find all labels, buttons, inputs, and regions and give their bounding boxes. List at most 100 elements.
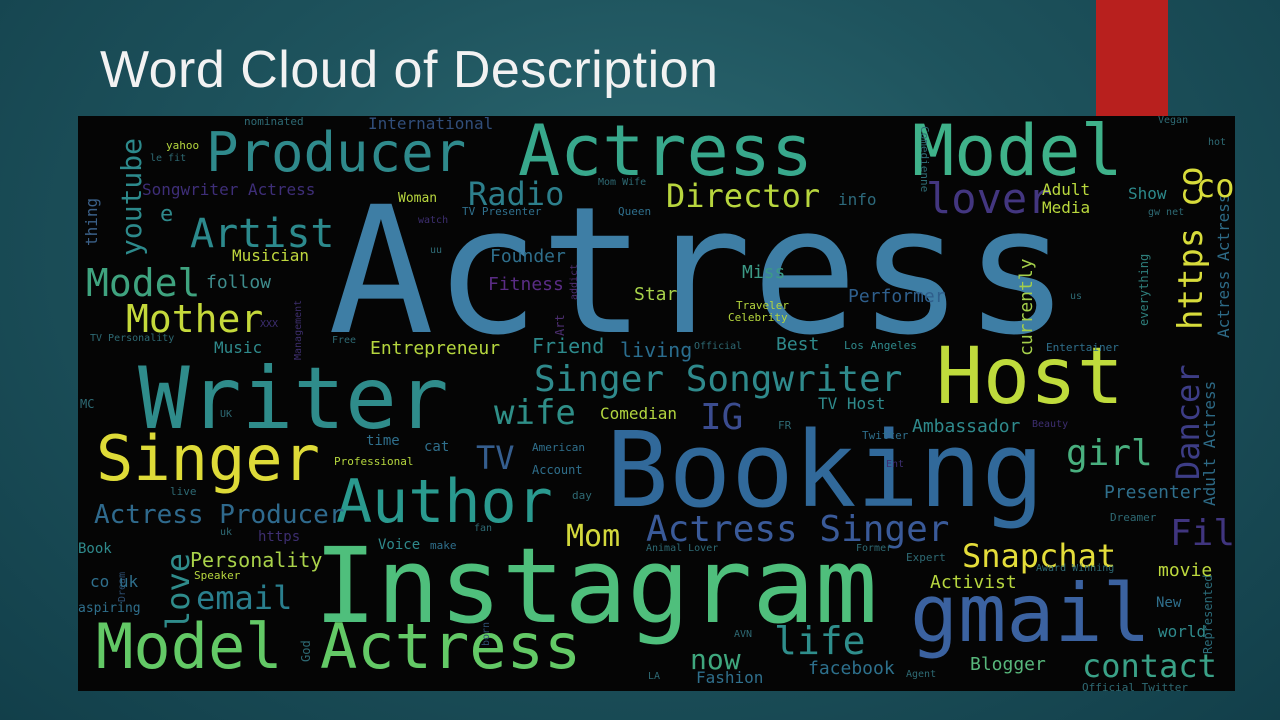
word-musician: Musician (232, 246, 310, 265)
word-cloud: Actress Booking Instagram Writer Host Si… (78, 116, 1235, 691)
word-songwriter-actress: Songwriter Actress (142, 180, 316, 199)
word-actress-top: Actress (518, 116, 814, 192)
word-tv-presenter: TV Presenter (462, 205, 542, 218)
word-activist: Activist (930, 572, 1017, 593)
word-uu: uu (430, 245, 443, 256)
word-account: Account (532, 463, 583, 477)
word-best: Best (776, 334, 820, 355)
word-traveler: Traveler (736, 299, 789, 312)
word-everything: everything (1137, 253, 1151, 326)
word-actress-large: Actress (328, 169, 1070, 374)
word-love: love (159, 552, 197, 630)
word-artist: Artist (190, 211, 335, 257)
word-expert: Expert (906, 551, 946, 564)
word-founder: Founder (490, 246, 566, 267)
word-now: now (690, 643, 741, 676)
word-fashion: Fashion (696, 668, 764, 687)
word-fan: fan (474, 523, 493, 534)
word-ent: Ent (886, 459, 905, 470)
word-director: Director (666, 177, 821, 215)
word-fr: FR (778, 419, 792, 432)
word-yahoo: yahoo (166, 139, 200, 152)
word-former: Former (856, 543, 893, 554)
word-life: life (774, 619, 866, 663)
word-entertainer: Entertainer (1046, 341, 1119, 354)
word-speaker: Speaker (194, 569, 241, 582)
word-day: day (572, 489, 592, 502)
word-model-actress: Model Actress (96, 610, 582, 683)
word-time: time (366, 433, 400, 449)
word-xxx: XXX (260, 319, 279, 330)
word-represented: Represented (1201, 574, 1215, 654)
word-dreamer: Dreamer (1110, 511, 1157, 524)
word-snapchat: Snapchat (962, 537, 1117, 575)
word-hot: hot (1208, 137, 1227, 148)
word-email: email (196, 579, 293, 617)
word-writer: Writer (138, 349, 449, 449)
word-celebrity: Celebrity (728, 311, 788, 324)
word-tv: TV (476, 439, 515, 477)
word-singer: Singer (96, 422, 320, 495)
word-avn: AVN (734, 629, 753, 640)
word-personality: Personality (190, 548, 323, 572)
word-media: Media (1042, 198, 1091, 217)
word-thing: thing (82, 197, 101, 246)
word-facebook: facebook (808, 658, 895, 679)
word-mother: Mother (126, 297, 264, 341)
word-friend: Friend (532, 334, 605, 358)
word-ambassador: Ambassador (912, 416, 1021, 437)
word-uk-small: uk (220, 527, 233, 538)
word-movie: movie (1158, 560, 1213, 581)
word-god: God (299, 640, 313, 662)
word-currently: currently (1016, 258, 1037, 356)
word-radio: Radio (468, 175, 565, 213)
word-la: LA (648, 671, 661, 682)
word-co-uk: co uk (90, 572, 139, 591)
word-woman: Woman (398, 191, 438, 206)
slide-title: Word Cloud of Description (100, 41, 719, 99)
word-book: Book (78, 541, 112, 557)
word-show: Show (1128, 184, 1167, 203)
word-make: make (430, 539, 457, 552)
word-actress-actress-v: Actress Actress (1214, 193, 1233, 339)
word-professional: Professional (334, 455, 414, 468)
word-contact: contact (1082, 647, 1217, 685)
word-los-angeles: Los Angeles (844, 339, 917, 352)
word-official: Official (694, 341, 743, 352)
word-instagram: Instagram (314, 525, 878, 647)
word-adult: Adult (1042, 180, 1091, 199)
word-uk: UK (220, 409, 233, 420)
word-american: American (532, 441, 585, 454)
word-living: living (620, 338, 693, 362)
word-actress-producer: Actress Producer (94, 500, 345, 530)
word-live: live (170, 485, 197, 498)
word-ig: IG (700, 397, 744, 438)
word-miss: Miss (742, 262, 786, 283)
word-wife: wife (494, 393, 576, 433)
word-adult-actress-v: Adult Actress (1200, 380, 1219, 506)
word-gmail: gmail (910, 567, 1151, 660)
word-producer: Producer (206, 121, 467, 184)
word-award-winning: Award Winning (1036, 563, 1115, 574)
word-free: Free (332, 335, 357, 346)
word-comedian: Comedian (600, 404, 678, 423)
word-mc: MC (80, 397, 95, 411)
word-blogger: Blogger (970, 654, 1046, 675)
word-actress-singer: Actress Singer (646, 509, 950, 550)
word-watch: watch (418, 215, 449, 226)
word-mom: Mom (566, 519, 621, 554)
word-film: Film (1170, 513, 1235, 554)
word-lover: lover (926, 174, 1053, 223)
word-star: Star (634, 284, 678, 305)
word-world: world (1158, 622, 1207, 641)
word-us: us (1070, 291, 1083, 302)
word-model-left: Model (86, 261, 201, 305)
word-host: Host (936, 332, 1124, 422)
word-presenter: Presenter (1104, 482, 1202, 503)
word-booking: Booking (606, 409, 1045, 531)
word-follow: follow (206, 272, 272, 293)
word-aspiring: aspiring (78, 601, 141, 616)
word-animal-lover: Animal Lover (646, 543, 719, 554)
word-https-small: https (258, 529, 301, 545)
word-entrepreneur: Entrepreneur (370, 338, 501, 359)
